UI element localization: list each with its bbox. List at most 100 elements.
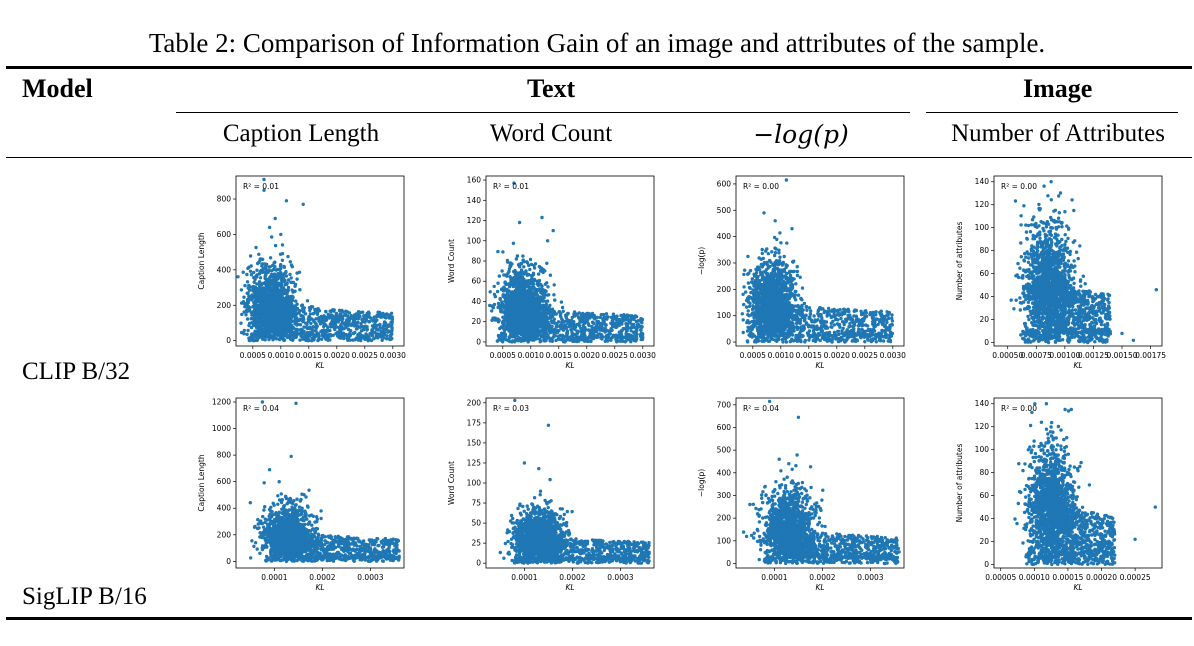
data-point bbox=[254, 294, 258, 299]
data-point bbox=[291, 295, 295, 300]
data-point bbox=[512, 181, 516, 185]
data-point bbox=[323, 335, 328, 340]
data-point bbox=[245, 280, 250, 284]
data-point bbox=[275, 333, 279, 337]
data-point bbox=[511, 320, 515, 324]
data-point bbox=[268, 332, 272, 337]
data-point bbox=[532, 266, 537, 270]
data-point bbox=[283, 301, 287, 305]
data-point bbox=[595, 315, 599, 320]
data-point bbox=[518, 296, 523, 300]
data-point bbox=[777, 248, 781, 252]
data-point bbox=[301, 306, 305, 311]
data-point bbox=[499, 309, 503, 313]
data-point bbox=[319, 314, 324, 319]
data-point bbox=[534, 323, 538, 327]
data-point bbox=[491, 306, 495, 310]
data-point bbox=[280, 243, 285, 247]
data-point bbox=[782, 254, 786, 259]
data-point bbox=[361, 328, 366, 332]
x-tick-label: 0.0025 bbox=[352, 351, 378, 360]
data-point bbox=[503, 316, 508, 321]
data-point bbox=[312, 338, 316, 342]
data-point bbox=[317, 316, 321, 320]
data-point bbox=[268, 256, 273, 260]
r2-annotation: R² = 0.01 bbox=[243, 182, 279, 191]
y-tick-label: 60 bbox=[471, 277, 481, 286]
data-point bbox=[273, 278, 277, 282]
data-point bbox=[249, 335, 253, 339]
data-point bbox=[569, 328, 573, 332]
data-point bbox=[262, 328, 267, 332]
data-point bbox=[639, 333, 643, 338]
data-point bbox=[291, 280, 296, 285]
data-point bbox=[514, 302, 518, 306]
data-point bbox=[354, 314, 359, 318]
data-point bbox=[551, 228, 555, 233]
data-point bbox=[563, 338, 568, 343]
scatter-svg: 0.0005 0.0010 0.0015 0.0020 0.0025 0.00300204… bbox=[447, 176, 656, 370]
y-tick-label: 600 bbox=[217, 230, 232, 239]
data-point bbox=[630, 314, 634, 318]
data-point bbox=[497, 335, 501, 339]
data-point bbox=[375, 318, 379, 322]
data-point bbox=[242, 310, 246, 314]
data-point bbox=[548, 273, 553, 277]
data-point bbox=[247, 288, 252, 292]
col-word-count: Word Count bbox=[489, 120, 613, 147]
data-point bbox=[259, 294, 263, 298]
data-point bbox=[385, 334, 389, 338]
data-point bbox=[543, 329, 547, 333]
data-point bbox=[589, 339, 593, 344]
data-point bbox=[282, 264, 286, 269]
data-point bbox=[629, 318, 633, 322]
data-point bbox=[598, 315, 602, 320]
data-point bbox=[503, 333, 507, 337]
data-point bbox=[353, 330, 357, 335]
data-point bbox=[254, 245, 258, 250]
data-point bbox=[261, 281, 265, 286]
data-point bbox=[361, 317, 366, 321]
x-tick-label: 0.0020 bbox=[574, 351, 600, 360]
data-point bbox=[267, 337, 271, 342]
data-point bbox=[522, 272, 526, 276]
data-point bbox=[585, 311, 589, 316]
data-point bbox=[340, 308, 344, 313]
data-point bbox=[531, 332, 536, 337]
data-point bbox=[531, 310, 536, 314]
data-point bbox=[290, 265, 294, 269]
data-point bbox=[351, 338, 355, 342]
data-point bbox=[499, 303, 503, 308]
data-point bbox=[619, 319, 623, 323]
data-point bbox=[543, 305, 548, 309]
data-point bbox=[515, 333, 519, 338]
header-rule bbox=[6, 157, 1192, 158]
data-point bbox=[286, 278, 291, 282]
data-point bbox=[629, 340, 633, 344]
data-point bbox=[361, 334, 365, 338]
data-point bbox=[533, 316, 537, 320]
header-image-group: Image bbox=[1023, 74, 1093, 103]
x-tick-label: 0.0020 bbox=[324, 351, 350, 360]
data-point bbox=[746, 309, 750, 313]
data-point bbox=[495, 289, 500, 294]
data-point bbox=[311, 312, 315, 316]
data-point bbox=[531, 322, 535, 326]
data-point bbox=[270, 335, 274, 339]
data-point bbox=[624, 321, 628, 326]
data-point bbox=[249, 310, 253, 315]
data-point bbox=[617, 333, 622, 337]
data-point bbox=[272, 318, 276, 322]
data-point bbox=[314, 326, 318, 331]
data-point bbox=[247, 338, 252, 343]
data-point bbox=[576, 335, 581, 339]
data-point bbox=[276, 281, 280, 285]
data-point bbox=[498, 296, 502, 301]
data-point bbox=[555, 324, 560, 329]
data-point bbox=[518, 282, 522, 286]
data-point bbox=[242, 328, 246, 333]
data-point bbox=[598, 328, 603, 332]
data-point bbox=[274, 325, 279, 329]
data-point bbox=[306, 319, 311, 324]
data-point bbox=[569, 321, 573, 325]
